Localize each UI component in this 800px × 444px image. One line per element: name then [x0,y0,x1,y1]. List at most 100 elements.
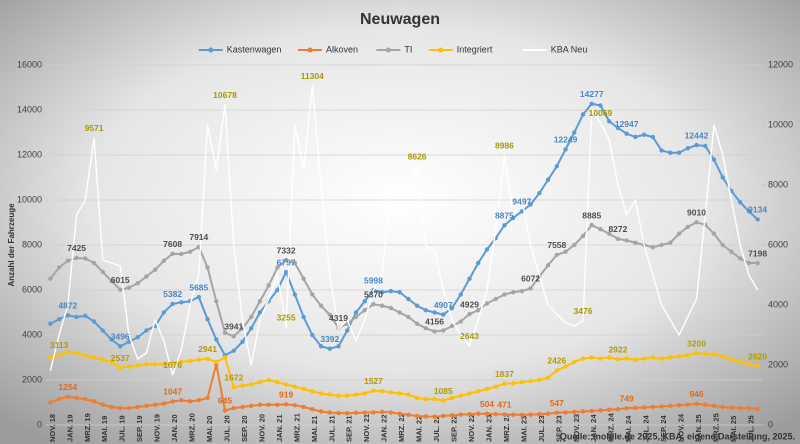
data-point [519,209,525,214]
data-label: 6072 [521,274,540,284]
data-label: 749 [620,393,634,403]
data-point [737,200,743,205]
data-point [615,357,621,362]
data-point [362,299,367,304]
x-tick-label: MRZ. 24 [607,412,616,442]
data-point [327,410,332,415]
data-point [362,391,367,396]
x-tick-label: SEP. 22 [450,415,459,442]
legend-marker [385,47,391,53]
data-point [187,249,193,254]
data-point [48,276,53,281]
data-point [231,385,236,390]
x-tick-label: NOV. 24 [677,413,686,442]
data-point [563,364,568,369]
data-point [65,313,71,318]
data-point [135,281,140,286]
data-point [301,404,306,410]
data-point [257,380,263,385]
data-point [668,240,673,245]
data-point [310,332,315,338]
data-point [615,236,621,242]
x-tick-label: MAI. 19 [100,416,109,442]
data-point [231,348,236,353]
data-point [676,231,682,236]
data-point [318,344,324,349]
x-tick-label: NOV. 21 [362,414,371,442]
data-label: 471 [497,400,511,410]
data-label: 8885 [582,210,601,220]
data-label: 12249 [554,135,578,145]
data-point [580,409,586,414]
data-point [650,245,656,250]
data-point [118,344,123,349]
data-point [510,215,516,221]
data-point [676,354,682,359]
data-point [746,362,752,367]
data-point [449,323,455,329]
data-point [214,299,219,304]
data-point [694,220,699,225]
data-point [633,405,638,411]
y-tick-label: 8000 [22,239,42,249]
data-point [144,328,149,333]
x-tick-label: JUL. 23 [537,415,546,442]
data-point [633,134,638,140]
data-label: 3496 [111,332,130,342]
data-point [414,303,420,308]
data-point [633,240,638,245]
x-tick-label: MRZ. 23 [502,413,511,442]
data-point [126,405,132,411]
data-point [668,403,673,409]
data-label: 1085 [434,386,453,396]
x-tick-label: JUL. 22 [432,415,441,442]
data-point [275,402,280,407]
data-point [336,393,341,398]
legend-item: TI [376,44,412,54]
data-label: 4929 [460,299,479,309]
data-point [554,410,560,415]
data-point [615,125,621,131]
data-point [257,402,263,407]
data-point [729,357,734,362]
data-point [414,321,420,326]
data-point [205,317,210,322]
data-point [563,249,568,254]
data-point [301,386,306,392]
data-label: 1047 [163,387,182,397]
data-point [345,393,350,398]
data-point [65,394,71,399]
data-point [310,292,315,297]
data-point [432,396,437,402]
x-tick-label: JUL. 25 [746,415,755,442]
data-label: 2426 [547,356,566,366]
data-label: 7608 [163,239,182,249]
data-point [449,413,455,418]
data-point [406,296,411,302]
data-point [179,251,184,257]
data-point [624,356,629,361]
data-point [397,310,402,315]
data-point [371,410,376,415]
data-point [502,223,507,228]
data-point [126,364,132,369]
data-point [606,119,612,124]
data-point [318,303,324,308]
data-point [362,308,367,313]
data-point [467,412,472,417]
data-point [624,405,629,411]
data-point [668,355,673,360]
data-point [676,403,682,408]
data-point [205,356,210,362]
data-label: 7332 [277,245,296,255]
source-note: Quelle: mobile.de 2025, KBA, eigene Dars… [560,431,795,441]
data-point [729,249,734,254]
data-point [580,233,586,239]
legend-marker [438,47,444,53]
data-point [336,410,341,416]
data-point [83,313,88,319]
data-point [126,285,132,290]
series-line [50,350,758,402]
data-label: 9497 [512,197,531,207]
data-point [388,288,394,294]
